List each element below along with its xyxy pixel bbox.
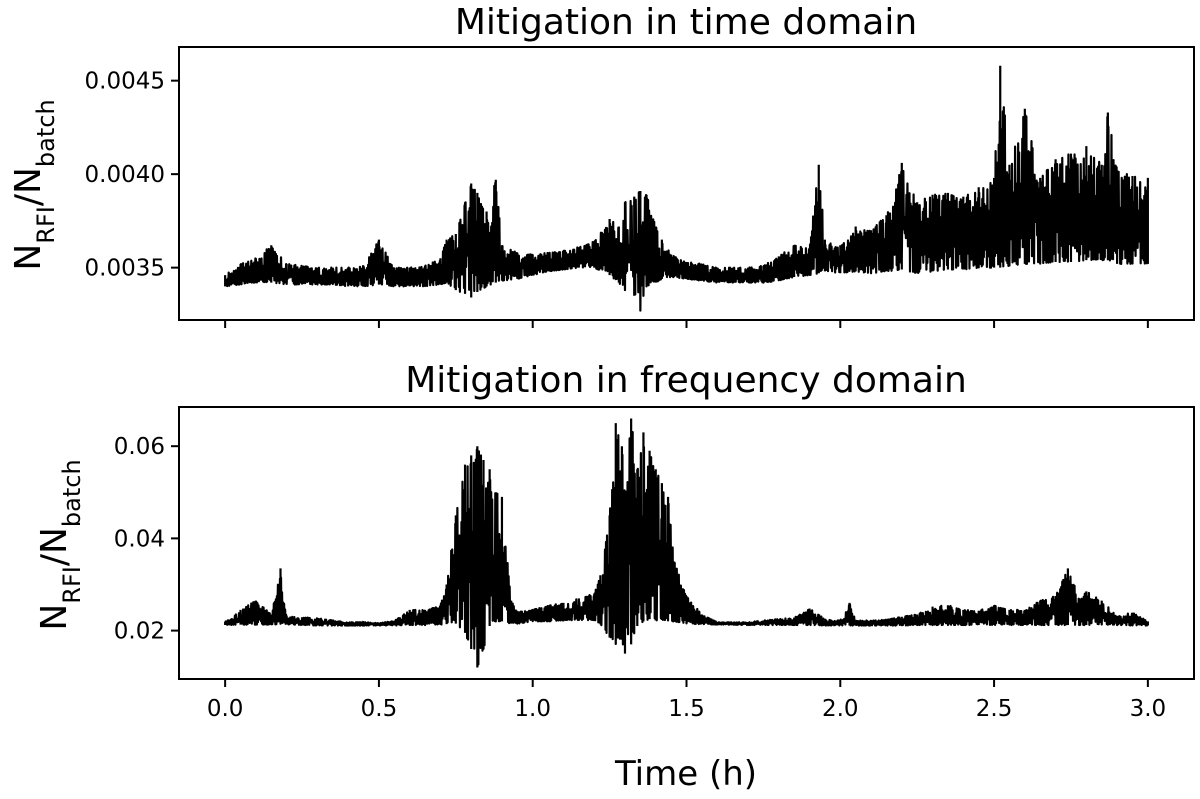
frequency-domain-y-tick-label: 0.04 (114, 526, 165, 552)
time-domain-y-axis-label: NRFI/Nbatch (8, 99, 60, 270)
time-domain-title: Mitigation in time domain (455, 2, 917, 43)
frequency-domain-x-tick-label: 1.0 (514, 696, 551, 722)
frequency-domain-plot-area (224, 418, 1149, 668)
frequency-domain-series-line (224, 418, 1149, 668)
frequency-domain-title: Mitigation in frequency domain (405, 360, 967, 401)
x-axis-label: Time (h) (614, 754, 757, 794)
frequency-domain-y-axis-label: NRFI/Nbatch (34, 459, 86, 630)
time-domain-series-line (224, 65, 1149, 312)
frequency-domain-x-tick-label: 2.5 (976, 696, 1013, 722)
frequency-domain-x-tick-label: 0.5 (361, 696, 398, 722)
frequency-domain-panel: Mitigation in frequency domain 0.0 0.5 1.0… (34, 360, 1195, 794)
time-domain-plot-area (224, 65, 1149, 312)
frequency-domain-y-tick-label: 0.06 (114, 434, 165, 460)
frequency-domain-x-tick-label: 1.5 (668, 696, 705, 722)
frequency-domain-x-tick-label: 2.0 (822, 696, 859, 722)
time-domain-y-tick-label: 0.0040 (85, 162, 165, 188)
frequency-domain-ticks: 0.0 0.5 1.0 1.5 2.0 2.5 3.0 0.02 0.04 0.06 (114, 434, 1166, 722)
time-domain-ticks: 0.0035 0.0040 0.0045 (85, 69, 1149, 328)
frequency-domain-x-tick-label: 3.0 (1130, 696, 1167, 722)
time-domain-y-tick-label: 0.0045 (85, 69, 165, 95)
time-domain-panel: Mitigation in time domain 0.00350.00400.… (8, 2, 1195, 328)
time-domain-y-tick-label: 0.0035 (85, 256, 165, 282)
frequency-domain-y-tick-label: 0.02 (114, 619, 165, 645)
frequency-domain-x-tick-label: 0.0 (207, 696, 244, 722)
